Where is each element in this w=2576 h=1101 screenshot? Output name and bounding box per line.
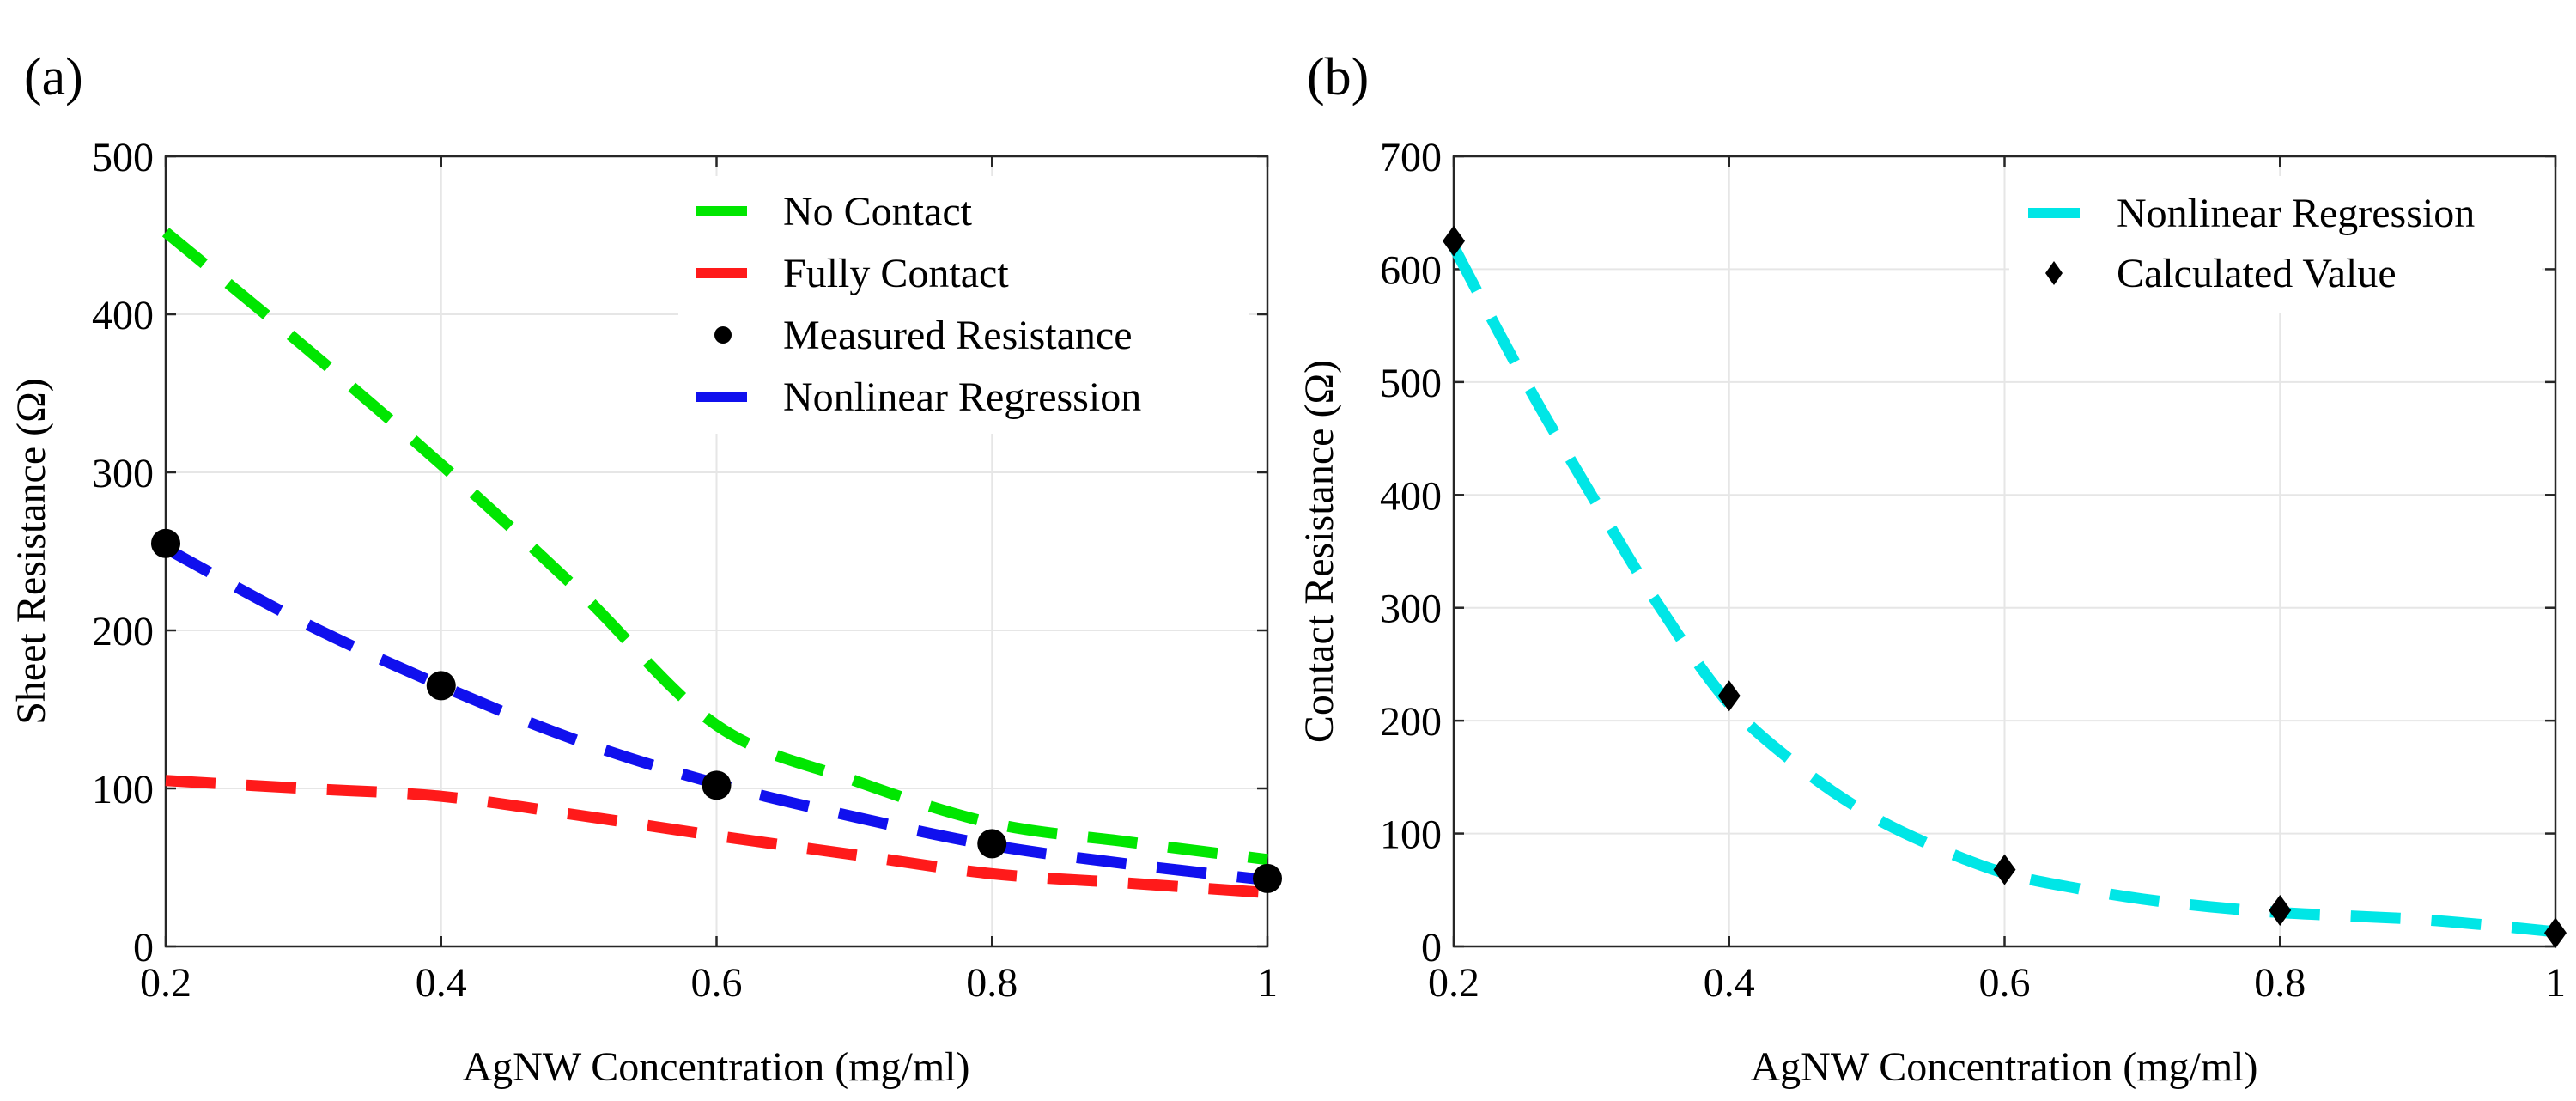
y-tick-label-a: 400 [92, 293, 154, 338]
y-tick-label-a: 500 [92, 135, 154, 180]
y-tick-label-b: 200 [1380, 699, 1442, 745]
y-tick-label-b: 100 [1380, 812, 1442, 858]
y-tick-label-a: 100 [92, 767, 154, 812]
y-tick-label-b: 700 [1380, 135, 1442, 180]
legend-swatch-calculated-value [2045, 261, 2063, 285]
point-calculated-value [2269, 894, 2292, 926]
x-tick-label-b: 0.6 [1979, 960, 2031, 1006]
point-measured-resistance [1253, 863, 1282, 893]
legend-label-fully-contact: Fully Contact [783, 251, 1009, 296]
x-tick-label-a: 1 [1257, 960, 1278, 1006]
y-tick-label-a: 200 [92, 609, 154, 654]
panel-label-a: (a) [24, 48, 83, 106]
legend-label-nonlinear-regression-b: Nonlinear Regression [2117, 191, 2475, 236]
legend-label-measured-resistance: Measured Resistance [783, 313, 1133, 358]
point-calculated-value [2544, 917, 2567, 949]
y-axis-label-a: Sheet Resistance (Ω) [9, 378, 54, 725]
y-tick-label-b: 0 [1421, 925, 1442, 970]
y-tick-label-b: 400 [1380, 473, 1442, 519]
y-tick-label-a: 300 [92, 451, 154, 496]
y-tick-label-b: 300 [1380, 587, 1442, 632]
x-tick-label-b: 0.4 [1704, 960, 1755, 1006]
panel-b: (b) 0.2 0.4 0.6 0.8 10100200300400500600700 … [1297, 48, 2567, 1090]
x-tick-label-a: 0.6 [691, 960, 743, 1006]
ticks-a: 0.2 0.4 0.6 0.8 1 0 100 200 300 400 500 [92, 135, 1278, 1006]
point-calculated-value [1717, 680, 1741, 712]
x-tick-label-a: 0.8 [966, 960, 1018, 1006]
legend-label-nonlinear-regression-a: Nonlinear Regression [783, 374, 1141, 420]
point-calculated-value [1993, 854, 2016, 885]
legend-label-calculated-value: Calculated Value [2117, 251, 2397, 296]
legend-box-a [678, 176, 1249, 434]
y-tick-label-b: 600 [1380, 247, 1442, 293]
ticks-b: 0.2 0.4 0.6 0.8 1 0 100 200 300 400 500 600 700 [1380, 135, 2566, 1006]
point-measured-resistance [426, 671, 456, 701]
x-tick-label-b: 1 [2545, 960, 2566, 1006]
point-calculated-value [1443, 225, 1465, 257]
point-measured-resistance [977, 829, 1007, 859]
legend-label-no-contact: No Contact [783, 189, 973, 234]
x-axis-label-a: AgNW Concentration (mg/ml) [463, 1044, 970, 1090]
legend-b: Nonlinear Regression Calculated Value [2009, 176, 2542, 313]
x-tick-label-b: 0.8 [2254, 960, 2306, 1006]
point-measured-resistance [151, 528, 180, 558]
legend-a: No Contact Fully Contact Measured Resist… [678, 176, 1249, 434]
y-tick-label-a: 0 [133, 925, 154, 970]
series-line-fully-contact-a [165, 775, 1268, 898]
x-tick-label-b: 0.2 [1428, 960, 1479, 1006]
point-measured-resistance [702, 770, 732, 800]
series-a [151, 228, 1282, 898]
y-tick-label-b: 500 [1380, 361, 1442, 406]
x-axis-label-b: AgNW Concentration (mg/ml) [1751, 1044, 2258, 1090]
panel-label-b: (b) [1307, 48, 1369, 106]
y-axis-label-b: Contact Resistance (Ω) [1297, 360, 1342, 743]
x-tick-label-a: 0.4 [416, 960, 467, 1006]
panel-a: (a) 0.2 0.4 0.6 0.8 1 0 100 200 300 400 500 AgNW C… [9, 48, 1282, 1090]
series-b [1443, 225, 2567, 949]
x-tick-label-a: 0.2 [140, 960, 191, 1006]
legend-box-b [2009, 176, 2542, 313]
legend-swatch-measured-resistance [714, 326, 732, 344]
